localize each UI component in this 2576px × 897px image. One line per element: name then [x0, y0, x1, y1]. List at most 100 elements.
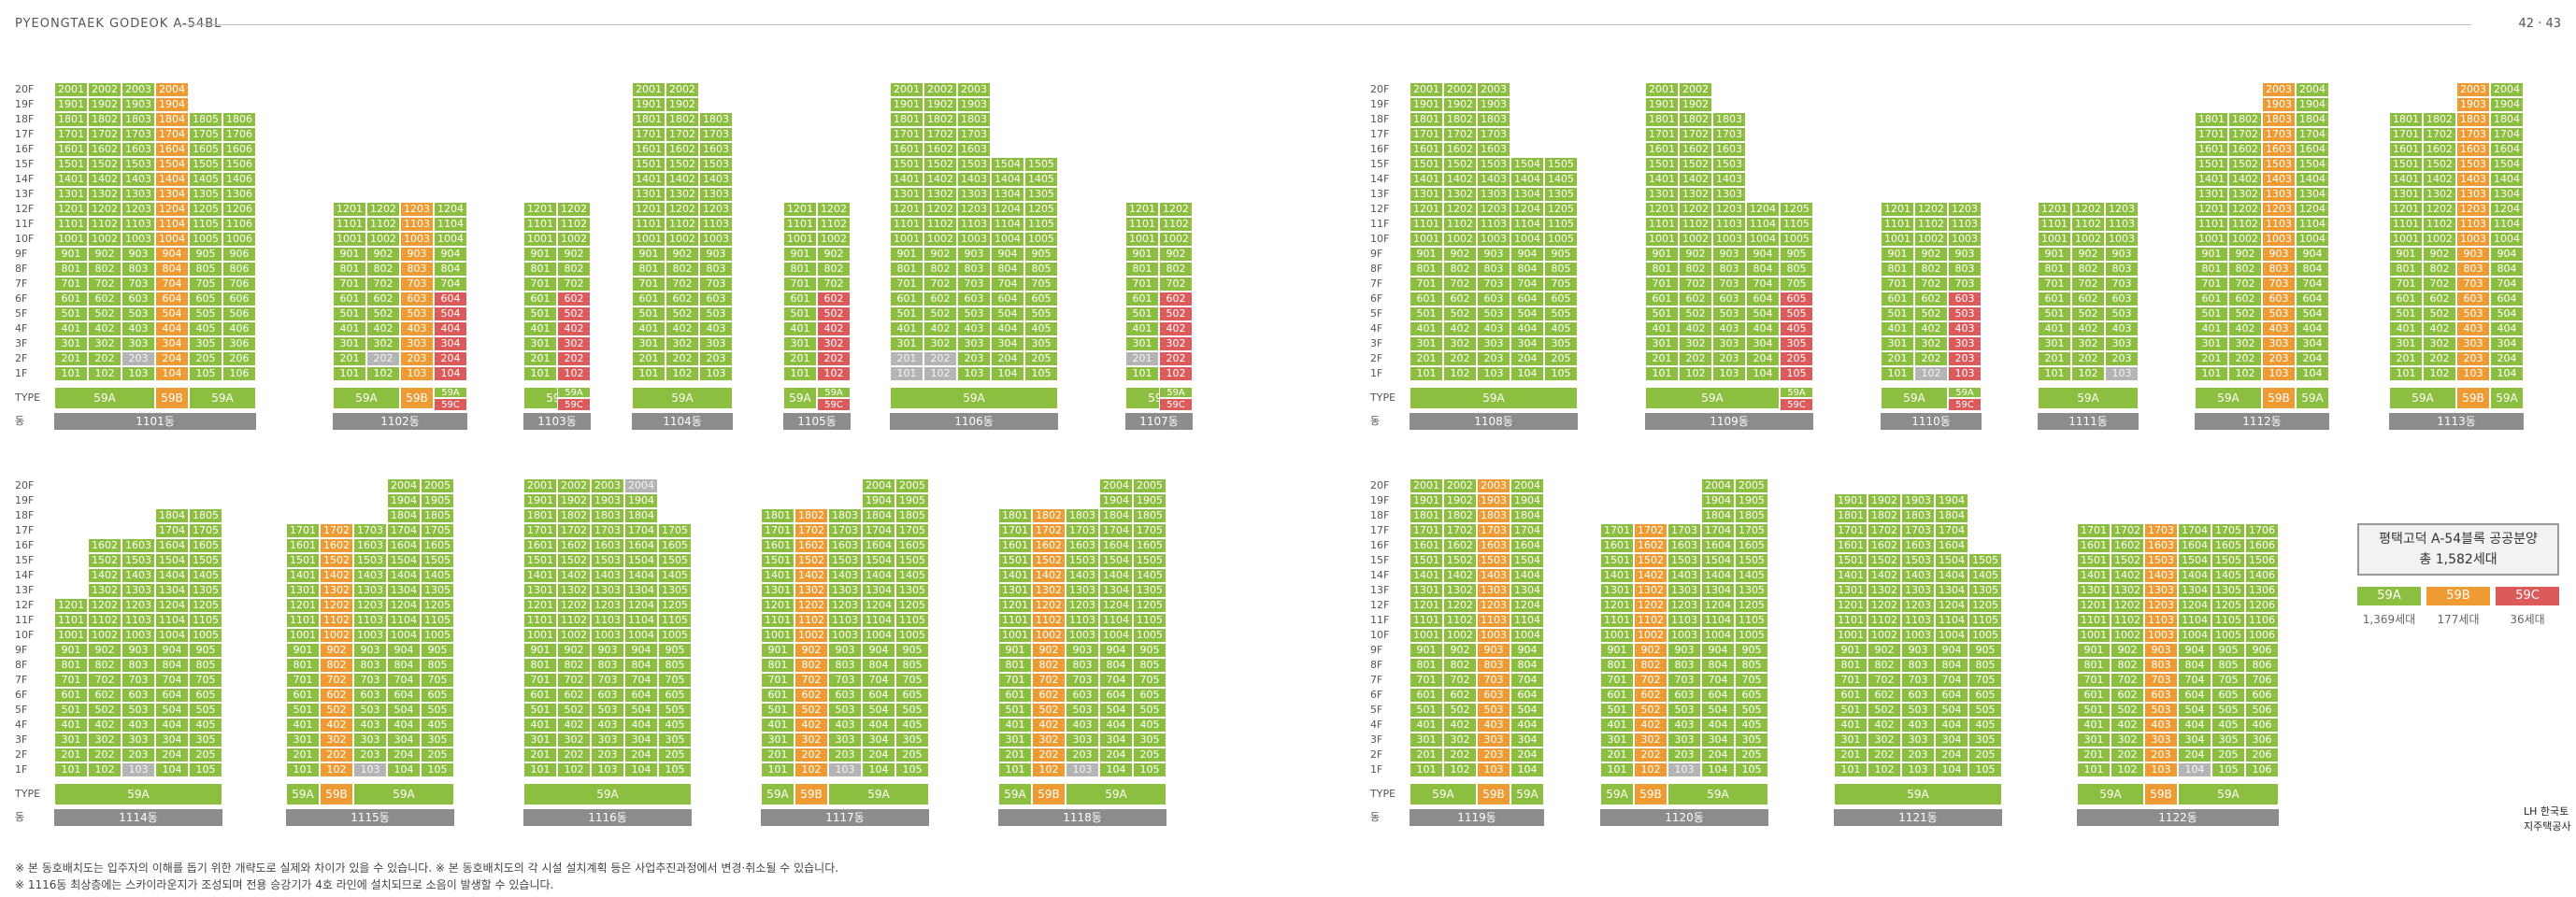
unit-cell: 303 — [1901, 733, 1935, 748]
unit-cell: 1501 — [2195, 157, 2228, 172]
unit-cell: 1405 — [2211, 568, 2245, 583]
floor-label: 9F — [15, 248, 28, 260]
floor-label: 16F — [1370, 539, 1390, 551]
unit-cell: 704 — [2178, 673, 2211, 688]
unit-cell: 1603 — [122, 142, 155, 157]
unit-cell: 1701 — [1600, 523, 1634, 538]
unit-cell: 1103 — [1477, 613, 1510, 628]
unit-cell: 1504 — [1935, 553, 1968, 568]
unit-cell: 1401 — [1410, 568, 1443, 583]
unit-cell: 1303 — [1477, 583, 1510, 598]
unit-cell: 1004 — [991, 232, 1024, 247]
unit-cell: 1603 — [699, 142, 733, 157]
unit-cell: 105 — [189, 762, 222, 777]
type-cell-59a: 59A — [1410, 783, 1477, 805]
floor-label: 9F — [1370, 644, 1383, 656]
unit-cell: 104 — [387, 762, 421, 777]
unit-cell: 601 — [54, 292, 88, 306]
unit-cell: 102 — [557, 366, 591, 381]
unit-cell: 1605 — [1735, 538, 1768, 553]
unit-cell: 1001 — [1834, 628, 1868, 643]
unit-cell: 201 — [2195, 351, 2228, 366]
unit-cell: 803 — [1667, 658, 1701, 673]
unit-cell: 1302 — [2228, 187, 2262, 202]
unit-cell: 502 — [88, 306, 122, 321]
unit-cell: 503 — [957, 306, 991, 321]
unit-cell: 703 — [1712, 277, 1746, 292]
unit-cell: 303 — [2144, 733, 2178, 748]
unit-cell: 1704 — [1701, 523, 1735, 538]
unit-cell: 201 — [1645, 351, 1679, 366]
unit-cell: 105 — [2211, 762, 2245, 777]
unit-cell: 1702 — [1443, 523, 1477, 538]
unit-cell: 802 — [1679, 262, 1712, 277]
unit-cell: 202 — [1679, 351, 1712, 366]
unit-cell: 401 — [1834, 718, 1868, 733]
unit-cell: 1004 — [387, 628, 421, 643]
unit-cell: 1201 — [2038, 202, 2071, 217]
unit-cell: 2001 — [1645, 82, 1679, 97]
unit-cell: 103 — [2105, 366, 2139, 381]
unit-cell: 1404 — [1701, 568, 1735, 583]
unit-cell: 605 — [1544, 292, 1578, 306]
floor-label: 11F — [15, 614, 35, 626]
unit-cell: 1104 — [991, 217, 1024, 232]
unit-cell: 1504 — [1510, 553, 1544, 568]
unit-cell: 1403 — [1712, 172, 1746, 187]
unit-cell: 1903 — [591, 493, 624, 508]
unit-cell: 1103 — [828, 613, 862, 628]
unit-cell: 1303 — [122, 583, 155, 598]
unit-cell: 103 — [122, 762, 155, 777]
unit-cell: 1201 — [783, 202, 817, 217]
unit-cell: 705 — [1544, 277, 1578, 292]
unit-cell: 802 — [1443, 658, 1477, 673]
unit-cell: 1903 — [122, 97, 155, 112]
unit-cell: 1605 — [895, 538, 929, 553]
type-cell-59a: 59A — [286, 783, 320, 805]
unit-cell: 601 — [761, 688, 794, 703]
unit-cell: 803 — [1712, 262, 1746, 277]
unit-cell: 503 — [2144, 703, 2178, 718]
unit-cell: 301 — [1834, 733, 1868, 748]
unit-cell: 1404 — [2178, 568, 2211, 583]
floor-label: 16F — [15, 143, 35, 155]
unit-cell: 1103 — [1066, 613, 1099, 628]
unit-cell: 606 — [222, 292, 256, 306]
unit-cell: 401 — [1125, 321, 1159, 336]
unit-cell: 1205 — [1780, 202, 1813, 217]
unit-cell: 603 — [353, 688, 387, 703]
unit-cell: 305 — [1735, 733, 1768, 748]
unit-cell: 1405 — [189, 568, 222, 583]
unit-cell: 201 — [54, 351, 88, 366]
type-cell-59b: 59B — [320, 783, 353, 805]
unit-cell: 304 — [1510, 336, 1544, 351]
unit-cell: 803 — [353, 658, 387, 673]
unit-cell: 1603 — [1477, 142, 1510, 157]
unit-cell: 904 — [624, 643, 658, 658]
unit-cell: 1403 — [957, 172, 991, 187]
unit-cell: 704 — [862, 673, 895, 688]
unit-cell: 506 — [222, 306, 256, 321]
unit-cell: 603 — [1066, 688, 1099, 703]
unit-cell: 903 — [699, 247, 733, 262]
unit-cell: 2002 — [1443, 478, 1477, 493]
legend-count-59a: 1,369세대 — [2362, 613, 2416, 626]
unit-cell: 402 — [366, 321, 400, 336]
unit-cell: 503 — [122, 703, 155, 718]
unit-cell: 1103 — [2144, 613, 2178, 628]
unit-cell: 302 — [817, 336, 851, 351]
unit-cell: 1502 — [923, 157, 957, 172]
unit-cell: 201 — [761, 748, 794, 762]
unit-cell: 1404 — [991, 172, 1024, 187]
unit-cell: 1602 — [923, 142, 957, 157]
unit-cell: 804 — [155, 658, 189, 673]
unit-cell: 1203 — [828, 598, 862, 613]
unit-cell: 1404 — [1510, 568, 1544, 583]
dong-row-label: 동 — [15, 415, 25, 427]
unit-cell: 105 — [1024, 366, 1058, 381]
unit-cell: 1205 — [1544, 202, 1578, 217]
unit-cell: 502 — [1159, 306, 1193, 321]
unit-cell: 101 — [54, 366, 88, 381]
unit-cell: 705 — [658, 673, 692, 688]
unit-cell: 1602 — [2228, 142, 2262, 157]
